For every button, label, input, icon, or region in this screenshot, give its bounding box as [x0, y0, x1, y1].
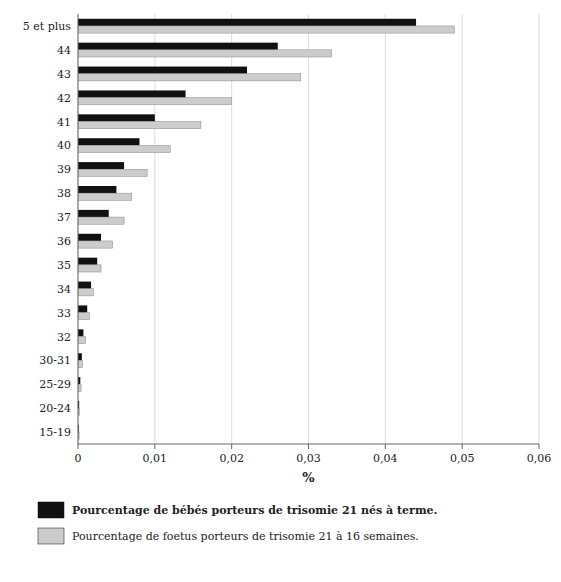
x-tick: [78, 444, 79, 449]
x-tick: [231, 444, 232, 449]
y-tick-label: 32: [57, 331, 71, 344]
grid-line: [539, 14, 540, 444]
bar: [78, 234, 101, 241]
bar: [78, 186, 116, 193]
bar: [78, 265, 101, 272]
x-tick: [385, 444, 386, 449]
x-tick-label: 0,04: [373, 452, 398, 465]
y-tick-label: 36: [57, 235, 71, 248]
bar: [78, 122, 201, 129]
grid-line: [462, 14, 463, 444]
y-axis-line: [78, 14, 79, 444]
bar: [78, 98, 232, 105]
legend-swatch: [38, 528, 64, 544]
bar: [78, 329, 83, 336]
bar: [78, 217, 124, 224]
bar: [78, 353, 82, 360]
y-tick-label: 25-29: [39, 378, 71, 391]
bar: [78, 305, 87, 312]
x-axis-label: %: [302, 470, 315, 485]
y-tick-label: 20-24: [39, 402, 71, 415]
bar: [78, 289, 93, 296]
bar: [78, 74, 301, 81]
y-tick-label: 37: [57, 211, 71, 224]
legend-swatch: [38, 502, 64, 518]
x-tick-label: 0: [75, 452, 82, 465]
x-tick: [308, 444, 309, 449]
y-tick-label: 30-31: [39, 354, 71, 367]
bar: [78, 162, 124, 169]
bar: [78, 138, 139, 145]
bar: [78, 43, 278, 50]
legend-label: Pourcentage de foetus porteurs de trisom…: [72, 530, 419, 543]
x-tick: [154, 444, 155, 449]
bar: [78, 169, 147, 176]
bar: [78, 241, 113, 248]
y-tick-label: 34: [57, 283, 71, 296]
bar: [78, 210, 109, 217]
x-tick-label: 0,03: [296, 452, 321, 465]
x-tick: [539, 444, 540, 449]
bar: [78, 337, 86, 344]
bar: [78, 114, 155, 121]
grid-line: [385, 14, 386, 444]
bar: [78, 313, 90, 320]
legend: Pourcentage de bébés porteurs de trisomi…: [38, 502, 437, 544]
bar: [78, 145, 170, 152]
y-tick-label: 42: [57, 92, 71, 105]
legend-label: Pourcentage de bébés porteurs de trisomi…: [72, 504, 437, 517]
bar: [78, 282, 91, 289]
x-tick-label: 0,01: [143, 452, 168, 465]
x-tick-label: 0,02: [219, 452, 244, 465]
x-tick: [462, 444, 463, 449]
bar: [78, 67, 247, 74]
grid: [78, 14, 539, 444]
y-tick-label: 35: [57, 259, 71, 272]
bar: [78, 258, 97, 265]
y-tick-label: 43: [57, 68, 71, 81]
grid-line: [78, 14, 79, 444]
x-tick-label: 0,05: [450, 452, 475, 465]
x-axis: 0 0,01 0,02 0,03 0,04 0,05 0,06: [75, 444, 552, 465]
y-tick-label: 38: [57, 187, 71, 200]
bar: [78, 26, 454, 33]
bars: [78, 19, 454, 439]
bar: [78, 90, 186, 97]
y-tick-label: 40: [57, 139, 71, 152]
y-tick-label: 39: [57, 163, 71, 176]
y-tick-label: 33: [57, 307, 71, 320]
y-tick-label: 15-19: [39, 426, 71, 439]
y-tick-label: 5 et plus: [23, 20, 72, 33]
y-tick-label: 41: [57, 116, 71, 129]
chart: 0 0,01 0,02 0,03 0,04 0,05 0,06% 5 et plus 44 43 4…: [0, 0, 561, 582]
x-axis-line: [78, 444, 539, 445]
y-tick-label: 44: [57, 44, 71, 57]
bar: [78, 360, 83, 367]
bar: [78, 50, 332, 57]
bar: [78, 193, 132, 200]
bar: [78, 19, 416, 26]
y-axis: 5 et plus 44 43 42 41 40 39 38 37 36 35 34 33 32 30-31…: [23, 20, 72, 439]
grid-line: [308, 14, 309, 444]
x-tick-label: 0,06: [527, 452, 552, 465]
